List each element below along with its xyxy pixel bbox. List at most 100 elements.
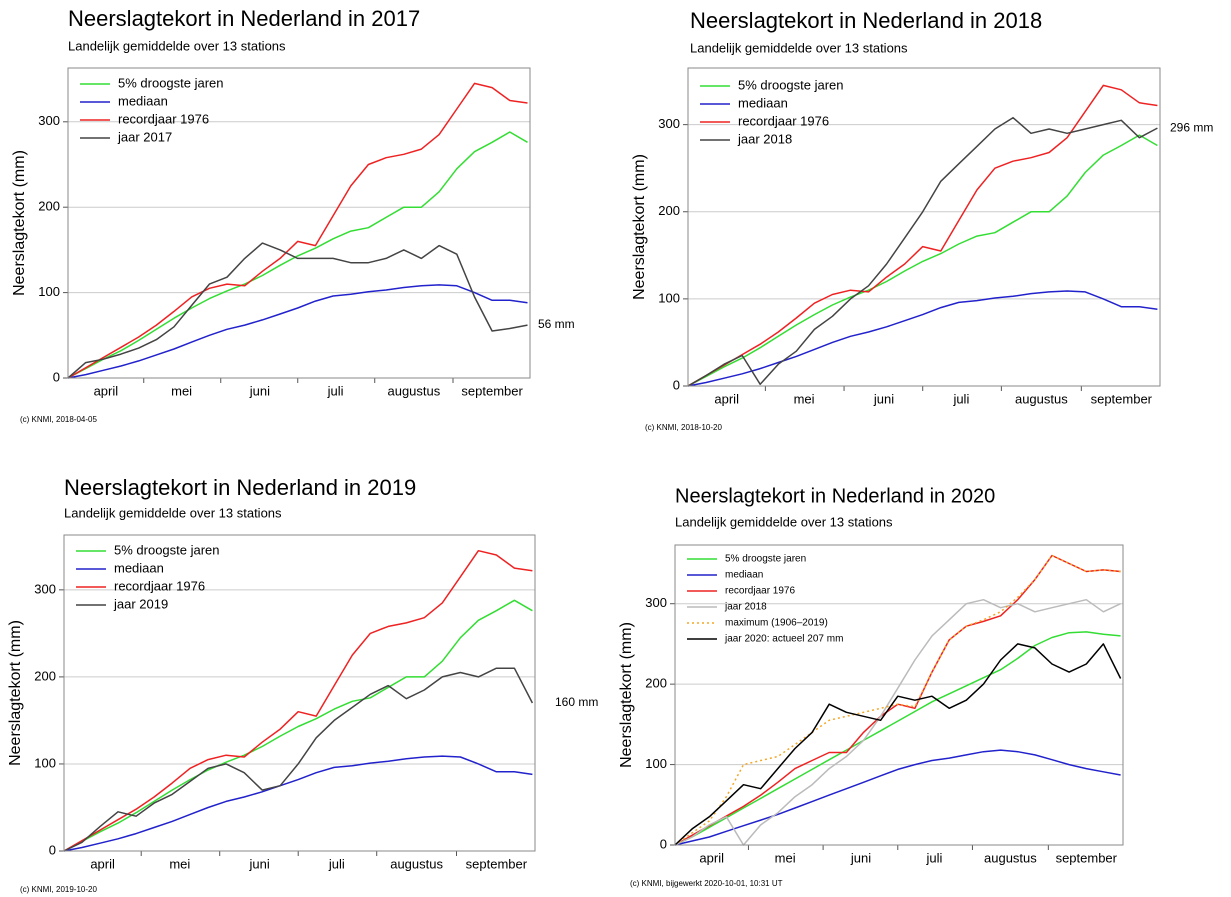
x-tick-label: augustus: [387, 383, 440, 398]
x-tick-label: april: [90, 856, 115, 871]
series-line: [674, 631, 1121, 846]
legend-label: jaar 2017: [117, 129, 172, 144]
annotation: 56 mm: [538, 317, 575, 331]
x-tick-label: april: [714, 391, 739, 406]
series-line: [63, 755, 533, 852]
footer: (c) KNMI, 2018-10-20: [645, 423, 722, 432]
x-tick-label: augustus: [1015, 391, 1068, 406]
series-line: [674, 598, 1121, 846]
x-tick-label: september: [1091, 391, 1153, 406]
y-tick-label: 200: [645, 676, 667, 691]
footer: (c) KNMI, 2018-04-05: [20, 415, 97, 424]
chart-subtitle: Landelijk gemiddelde over 13 stations: [690, 40, 908, 55]
y-tick-label: 0: [49, 842, 56, 857]
y-tick-label: 100: [645, 756, 667, 771]
series-line: [63, 599, 533, 852]
chart-subtitle: Landelijk gemiddelde over 13 stations: [675, 514, 893, 529]
chart-subtitle: Landelijk gemiddelde over 13 stations: [64, 505, 282, 520]
series-line: [67, 242, 528, 379]
legend-label: mediaan: [114, 560, 164, 575]
y-tick-label: 100: [38, 284, 60, 299]
x-tick-label: mei: [169, 856, 190, 871]
legend-label: 5% droogste jaren: [725, 554, 806, 565]
legend-label: recordjaar 1976: [738, 113, 829, 128]
legend-label: jaar 2019: [113, 596, 168, 611]
annotation: 160 mm: [555, 695, 598, 709]
x-tick-label: juli: [952, 391, 969, 406]
x-tick-label: augustus: [984, 850, 1037, 865]
y-axis-label: Neerslagtekort (mm): [7, 620, 24, 766]
chart-title: Neerslagtekort in Nederland in 2018: [690, 8, 1042, 33]
y-tick-label: 100: [658, 290, 680, 305]
y-tick-label: 200: [658, 203, 680, 218]
x-tick-label: juli: [926, 850, 943, 865]
footer: (c) KNMI, bijgewerkt 2020-10-01, 10:31 U…: [630, 879, 783, 888]
series-line: [687, 116, 1158, 387]
legend-label: mediaan: [738, 95, 788, 110]
series-line: [674, 643, 1122, 846]
series-line: [63, 549, 533, 852]
x-tick-label: september: [466, 856, 528, 871]
y-axis-label: Neerslagtekort (mm): [631, 154, 648, 300]
legend-label: maximum (1906–2019): [725, 618, 828, 629]
x-tick-label: april: [699, 850, 724, 865]
y-tick-label: 200: [34, 668, 56, 683]
legend-label: mediaan: [725, 570, 763, 581]
x-tick-label: juli: [328, 856, 345, 871]
chart-title: Neerslagtekort in Nederland in 2019: [64, 475, 416, 500]
x-tick-label: april: [94, 383, 119, 398]
plot-frame: [63, 534, 536, 852]
y-tick-label: 0: [673, 377, 680, 392]
series-line: [67, 131, 528, 379]
y-tick-label: 0: [53, 369, 60, 384]
legend-label: recordjaar 1976: [114, 578, 205, 593]
series-line: [67, 284, 528, 379]
y-tick-label: 300: [34, 581, 56, 596]
y-tick-label: 0: [660, 836, 667, 851]
series-line: [674, 554, 1121, 846]
y-tick-label: 200: [38, 199, 60, 214]
chart-subtitle: Landelijk gemiddelde over 13 stations: [68, 38, 286, 53]
plot-frame: [67, 67, 531, 379]
x-tick-label: mei: [794, 391, 815, 406]
series-line: [687, 290, 1158, 387]
legend-label: mediaan: [118, 93, 168, 108]
y-tick-label: 300: [645, 595, 667, 610]
x-tick-label: augustus: [390, 856, 443, 871]
annotation: 296 mm: [1170, 120, 1213, 134]
legend-label: 5% droogste jaren: [114, 542, 220, 557]
x-tick-label: september: [461, 383, 523, 398]
series-line: [687, 84, 1158, 387]
plot-frame: [687, 67, 1161, 387]
legend-label: jaar 2020: actueel 207 mm: [724, 634, 843, 645]
footer: (c) KNMI, 2019-10-20: [20, 885, 97, 894]
x-tick-label: juni: [873, 391, 894, 406]
y-tick-label: 300: [38, 113, 60, 128]
series-line: [63, 667, 534, 852]
legend-label: recordjaar 1976: [725, 586, 795, 597]
x-tick-label: juni: [248, 856, 269, 871]
x-tick-label: juli: [327, 383, 344, 398]
legend-label: jaar 2018: [724, 602, 767, 613]
y-tick-label: 300: [658, 116, 680, 131]
legend-label: recordjaar 1976: [118, 111, 209, 126]
x-tick-label: mei: [775, 850, 796, 865]
legend-label: 5% droogste jaren: [118, 75, 224, 90]
series-line: [674, 554, 1121, 846]
y-axis-label: Neerslagtekort (mm): [11, 150, 28, 296]
chart-title: Neerslagtekort in Nederland in 2020: [675, 485, 995, 507]
legend-label: jaar 2018: [737, 131, 792, 146]
x-tick-label: juni: [850, 850, 871, 865]
plot-frame: [674, 544, 1124, 846]
x-tick-label: juni: [249, 383, 270, 398]
series-line: [687, 134, 1158, 387]
y-axis-label: Neerslagtekort (mm): [618, 622, 635, 768]
series-line: [67, 82, 528, 379]
series-line: [674, 749, 1121, 846]
legend-label: 5% droogste jaren: [738, 77, 844, 92]
y-tick-label: 100: [34, 755, 56, 770]
x-tick-label: mei: [171, 383, 192, 398]
chart-title: Neerslagtekort in Nederland in 2017: [68, 6, 420, 31]
x-tick-label: september: [1056, 850, 1118, 865]
